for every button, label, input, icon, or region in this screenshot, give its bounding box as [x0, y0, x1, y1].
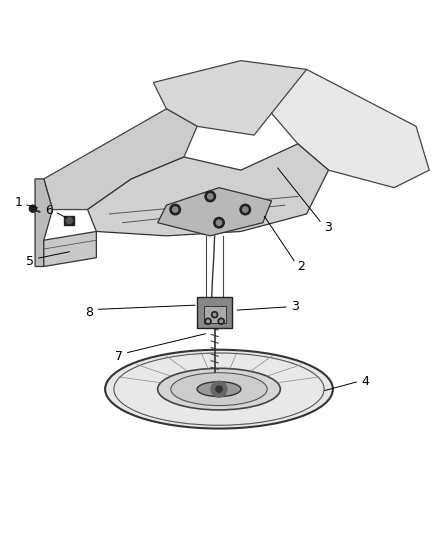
Bar — [64, 216, 74, 225]
Text: 6: 6 — [45, 204, 53, 217]
Circle shape — [66, 217, 72, 223]
Circle shape — [214, 217, 224, 228]
Polygon shape — [88, 144, 328, 236]
Ellipse shape — [105, 350, 333, 429]
Polygon shape — [44, 109, 197, 209]
Text: 4: 4 — [361, 375, 369, 387]
Circle shape — [213, 313, 216, 316]
Circle shape — [240, 204, 251, 215]
Circle shape — [205, 318, 211, 324]
Circle shape — [29, 205, 36, 212]
Circle shape — [216, 386, 222, 392]
Bar — [204, 306, 226, 324]
Text: 1: 1 — [14, 197, 22, 209]
Text: 7: 7 — [115, 350, 123, 363]
Circle shape — [205, 191, 215, 201]
Ellipse shape — [197, 382, 241, 397]
Circle shape — [218, 318, 224, 324]
Circle shape — [170, 204, 180, 215]
Circle shape — [207, 320, 209, 322]
Circle shape — [216, 220, 222, 225]
Text: 2: 2 — [297, 260, 305, 273]
Text: 5: 5 — [26, 255, 34, 268]
Polygon shape — [35, 179, 53, 266]
Polygon shape — [153, 61, 315, 135]
Bar — [197, 297, 232, 328]
Text: 8: 8 — [85, 305, 93, 319]
Circle shape — [220, 320, 223, 322]
Circle shape — [208, 194, 213, 199]
Polygon shape — [158, 188, 272, 236]
Polygon shape — [272, 69, 429, 188]
Ellipse shape — [158, 368, 280, 410]
Circle shape — [211, 381, 227, 397]
Text: 3: 3 — [291, 300, 299, 313]
Polygon shape — [44, 231, 96, 266]
Circle shape — [243, 207, 248, 212]
Circle shape — [173, 207, 178, 212]
Ellipse shape — [171, 373, 267, 406]
Circle shape — [212, 312, 218, 318]
Text: 3: 3 — [324, 221, 332, 233]
